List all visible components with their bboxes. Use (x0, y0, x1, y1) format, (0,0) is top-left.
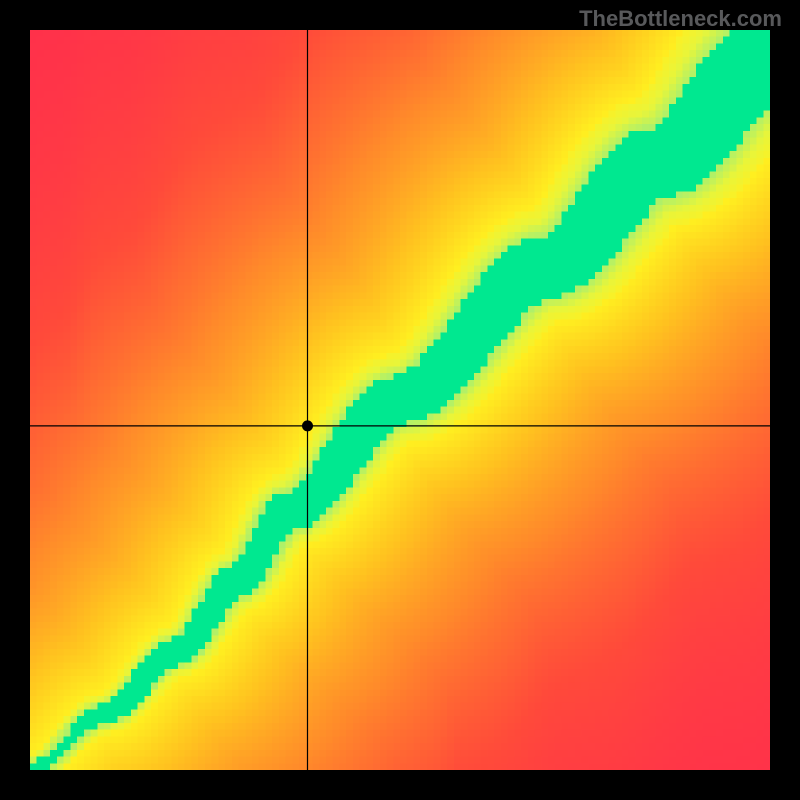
chart-container: TheBottleneck.com (0, 0, 800, 800)
bottleneck-heatmap (30, 30, 770, 770)
watermark-label: TheBottleneck.com (579, 6, 782, 32)
